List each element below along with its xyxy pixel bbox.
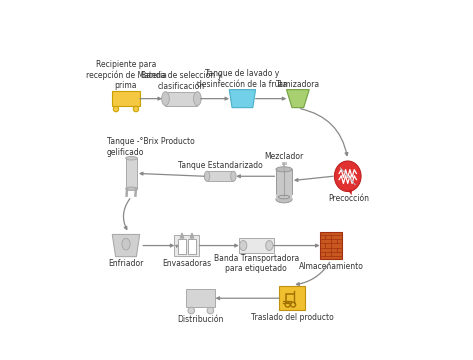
Text: Mezclador: Mezclador: [264, 152, 304, 161]
Text: Banda Transportadora
para etiquetado: Banda Transportadora para etiquetado: [214, 254, 299, 273]
Ellipse shape: [276, 195, 292, 203]
FancyBboxPatch shape: [178, 239, 186, 253]
Circle shape: [188, 307, 194, 314]
FancyBboxPatch shape: [320, 232, 342, 260]
Text: Traslado del producto: Traslado del producto: [251, 313, 333, 322]
Text: Tanque Estandarizado: Tanque Estandarizado: [178, 161, 263, 170]
Ellipse shape: [231, 171, 236, 181]
FancyBboxPatch shape: [188, 239, 196, 253]
Circle shape: [113, 106, 119, 112]
Text: Almacenamiento: Almacenamiento: [298, 262, 364, 271]
Circle shape: [133, 106, 139, 112]
FancyBboxPatch shape: [126, 158, 137, 189]
FancyBboxPatch shape: [112, 91, 140, 106]
Ellipse shape: [162, 92, 169, 105]
Text: Enfriador: Enfriador: [108, 260, 144, 269]
Text: Tamizadora: Tamizadora: [276, 80, 320, 89]
Polygon shape: [112, 234, 140, 257]
Polygon shape: [190, 233, 193, 238]
Ellipse shape: [334, 161, 361, 192]
FancyBboxPatch shape: [276, 169, 292, 194]
Polygon shape: [180, 233, 184, 238]
Ellipse shape: [240, 240, 247, 251]
Text: Tanque -°Brix Producto
gelificado: Tanque -°Brix Producto gelificado: [106, 138, 194, 157]
Text: Recipiente para
recepción de Materia
prima: Recipiente para recepción de Materia pri…: [86, 60, 166, 90]
FancyBboxPatch shape: [166, 92, 197, 105]
FancyBboxPatch shape: [175, 235, 200, 256]
Text: Precocción: Precocción: [329, 194, 369, 203]
Ellipse shape: [126, 157, 137, 160]
FancyBboxPatch shape: [186, 289, 215, 307]
Circle shape: [207, 307, 214, 314]
Polygon shape: [287, 90, 309, 108]
Text: Tanque de lavado y
desinfección de la fruta: Tanque de lavado y desinfección de la fr…: [197, 69, 288, 89]
Ellipse shape: [122, 238, 130, 250]
FancyBboxPatch shape: [276, 194, 292, 199]
FancyBboxPatch shape: [207, 171, 233, 181]
Text: Envasadoras: Envasadoras: [162, 259, 211, 268]
FancyBboxPatch shape: [279, 287, 306, 310]
Ellipse shape: [266, 240, 273, 251]
FancyBboxPatch shape: [239, 238, 273, 253]
Ellipse shape: [276, 167, 292, 172]
Text: Banda de selección y
clasificación: Banda de selección y clasificación: [141, 71, 222, 91]
Ellipse shape: [126, 187, 137, 190]
FancyBboxPatch shape: [282, 162, 286, 164]
Polygon shape: [229, 90, 255, 108]
Text: Distribución: Distribución: [178, 315, 224, 324]
Ellipse shape: [193, 92, 201, 105]
Ellipse shape: [204, 171, 210, 181]
